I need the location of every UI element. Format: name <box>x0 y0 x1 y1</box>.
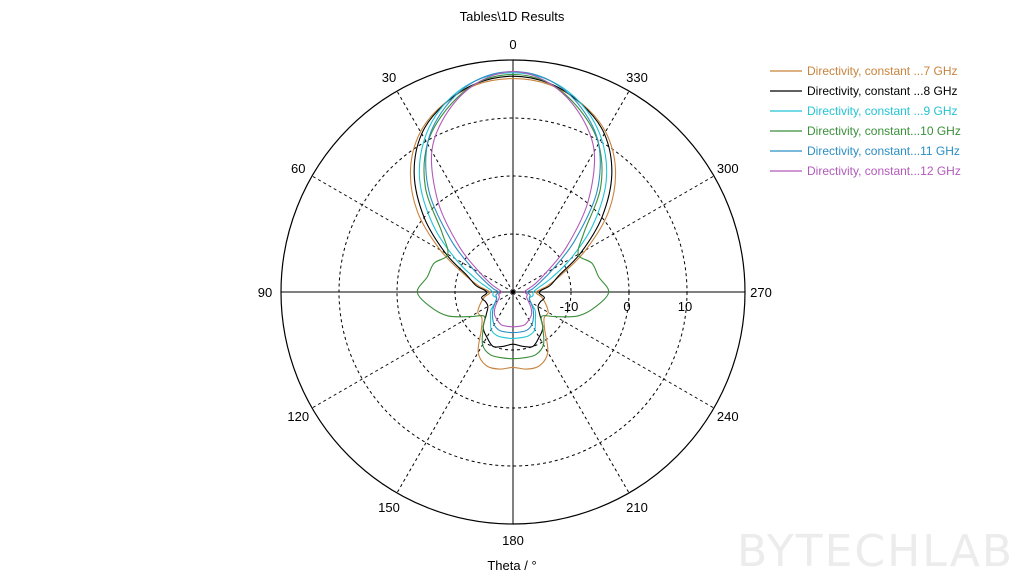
legend-item[interactable]: Directivity, constant...10 GHz <box>770 124 961 138</box>
chart-title: Tables\1D Results <box>460 9 565 24</box>
axis-label: Theta / ° <box>487 558 536 573</box>
angle-tick-label: 30 <box>382 70 396 85</box>
legend-item[interactable]: Directivity, constant...11 GHz <box>770 144 960 158</box>
series-traces <box>409 71 617 370</box>
grid-spoke <box>311 291 514 409</box>
series-trace <box>418 72 608 339</box>
legend-item[interactable]: Directivity, constant ...8 GHz <box>770 84 958 98</box>
legend-item[interactable]: Directivity, constant ...7 GHz <box>770 64 958 78</box>
angle-tick-label: 300 <box>717 161 739 176</box>
legend-label: Directivity, constant ...9 GHz <box>807 104 958 118</box>
legend-label: Directivity, constant...10 GHz <box>807 124 961 138</box>
grid-spoke <box>396 291 514 494</box>
series-trace <box>413 75 613 348</box>
radial-tick-label: 10 <box>678 299 692 314</box>
radial-tick-label: -10 <box>560 299 579 314</box>
legend-item[interactable]: Directivity, constant ...9 GHz <box>770 104 958 118</box>
angle-tick-label: 330 <box>626 70 648 85</box>
watermark: BYTECHLAB <box>737 526 1014 577</box>
series-trace <box>430 71 596 328</box>
angle-tick-labels: 0 30 60 90 120 150 180 210 240 270 300 330 <box>258 37 772 548</box>
angle-tick-label: 180 <box>502 533 524 548</box>
series-trace <box>409 78 617 370</box>
radial-tick-label: 0 <box>623 299 630 314</box>
series-trace <box>425 71 601 334</box>
polar-grid <box>280 59 746 525</box>
grid-spoke <box>512 291 715 409</box>
angle-tick-label: 120 <box>287 409 309 424</box>
legend[interactable]: Directivity, constant ...7 GHz Directivit… <box>770 64 961 178</box>
angle-tick-label: 210 <box>626 500 648 515</box>
radial-tick-labels: -10 0 10 <box>560 299 693 314</box>
angle-tick-label: 240 <box>717 409 739 424</box>
legend-label: Directivity, constant...12 GHz <box>807 164 961 178</box>
series-trace <box>416 73 610 360</box>
legend-label: Directivity, constant ...7 GHz <box>807 64 958 78</box>
legend-item[interactable]: Directivity, constant...12 GHz <box>770 164 961 178</box>
legend-label: Directivity, constant...11 GHz <box>807 144 960 158</box>
legend-label: Directivity, constant ...8 GHz <box>807 84 958 98</box>
angle-tick-label: 90 <box>258 285 272 300</box>
angle-tick-label: 270 <box>750 285 772 300</box>
angle-tick-label: 60 <box>291 161 305 176</box>
grid-spoke <box>512 291 630 494</box>
grid-spoke <box>512 90 630 293</box>
grid-spoke <box>396 90 514 293</box>
angle-tick-label: 150 <box>378 500 400 515</box>
angle-tick-label: 0 <box>509 37 516 52</box>
